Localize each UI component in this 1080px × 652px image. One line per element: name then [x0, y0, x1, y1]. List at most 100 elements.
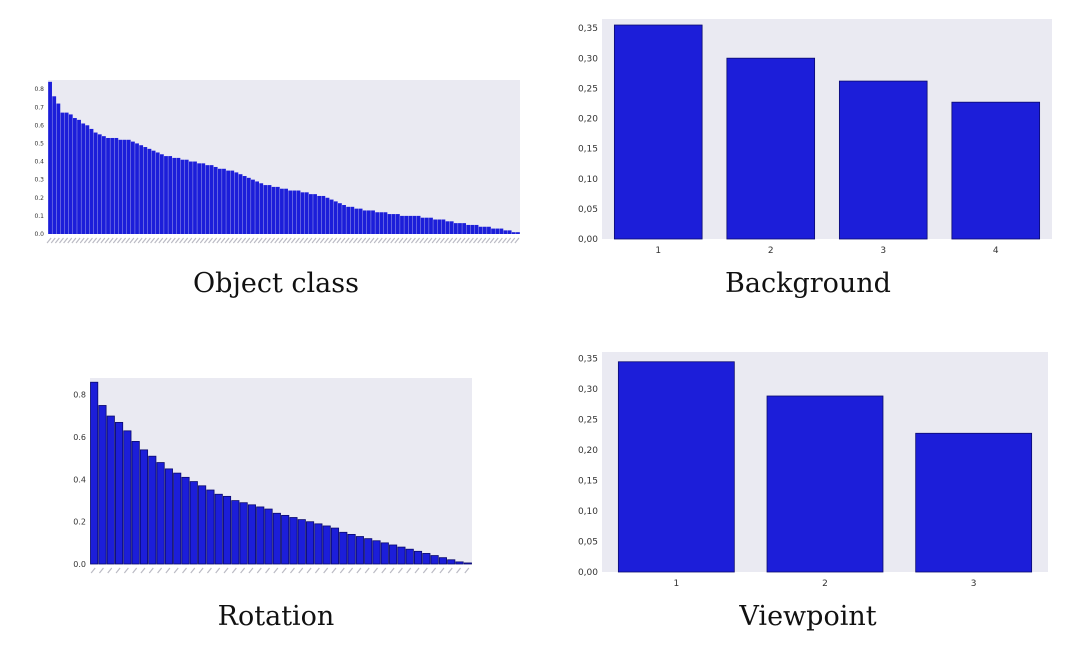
x-tick-mark	[282, 237, 288, 244]
x-tick-mark	[59, 237, 64, 244]
x-tick-mark	[198, 567, 204, 574]
bar	[309, 194, 313, 234]
x-tick-label: 1	[673, 579, 679, 589]
bar	[115, 421, 124, 565]
bar	[503, 230, 508, 234]
x-tick-mark	[278, 237, 284, 244]
x-tick-mark	[493, 237, 499, 244]
x-tick-mark	[174, 237, 180, 244]
bar	[482, 226, 487, 234]
y-tick-label: 0.0	[73, 560, 86, 569]
bar	[205, 165, 210, 234]
bar	[383, 212, 388, 234]
bar	[110, 137, 115, 234]
object-class-caption: Object class	[193, 268, 359, 299]
bar	[306, 521, 315, 565]
y-tick-label: 0.4	[73, 475, 86, 484]
x-tick-mark	[369, 237, 375, 244]
x-tick-mark	[231, 567, 237, 574]
x-tick-mark	[100, 237, 106, 244]
x-tick-mark	[265, 567, 271, 574]
bar	[422, 553, 431, 565]
bar	[380, 542, 389, 565]
x-tick-mark	[286, 237, 292, 244]
bar	[362, 210, 367, 234]
y-tick-label: 0.5	[34, 141, 44, 148]
x-tick-mark	[464, 567, 470, 574]
y-tick-label: 0.2	[34, 195, 44, 202]
x-tick-mark	[241, 237, 247, 244]
bar	[387, 214, 392, 234]
bar	[234, 172, 239, 234]
bar	[321, 195, 326, 234]
x-tick-mark	[199, 237, 205, 244]
y-tick-label: 0,10	[578, 507, 598, 517]
bar	[329, 199, 334, 234]
background-chart: 0,00 0,05 0,10 0,15 0,20 0,25 0,30 0,35 1 2 3 4	[560, 15, 1055, 263]
bar	[135, 143, 139, 234]
bar	[255, 181, 259, 234]
bar	[139, 449, 149, 565]
x-tick-mark	[133, 237, 139, 244]
x-tick-mark	[290, 237, 296, 244]
x-tick-mark	[328, 237, 334, 244]
bar	[77, 119, 81, 234]
y-tick-label: 0,15	[578, 476, 598, 486]
y-tick-label: 0,25	[578, 84, 598, 94]
x-tick-mark	[481, 237, 487, 244]
bar	[322, 525, 331, 565]
bar	[159, 154, 164, 234]
bar	[197, 163, 202, 234]
y-tick-label: 0,15	[578, 145, 598, 155]
x-tick-mark	[203, 237, 209, 244]
x-tick-mark	[173, 567, 179, 574]
x-tick-mark	[423, 237, 429, 244]
rotation-chart: 0.0 0.2 0.4 0.6 0.8	[62, 376, 482, 582]
x-tick-mark	[253, 237, 259, 244]
bar	[726, 57, 816, 240]
bar	[364, 538, 373, 565]
bar	[405, 548, 414, 565]
bar	[372, 540, 381, 565]
bar	[516, 232, 520, 234]
x-tick-mark	[415, 237, 421, 244]
x-tick-mark	[54, 237, 60, 244]
x-tick-mark	[394, 237, 400, 244]
background-plot: 0,00 0,05 0,10 0,15 0,20 0,25 0,30 0,35 1 2 3 4	[578, 19, 1052, 256]
bar	[148, 455, 157, 565]
x-tick-label: 2	[822, 579, 828, 589]
bar	[90, 381, 99, 565]
x-tick-mark	[179, 237, 185, 244]
x-tick-mark	[154, 237, 160, 244]
bar	[458, 223, 462, 234]
bar	[462, 223, 467, 234]
bar	[495, 228, 500, 234]
x-tick-mark	[195, 237, 201, 244]
x-tick-mark	[473, 237, 478, 244]
x-tick-mark	[115, 567, 121, 574]
bar	[455, 561, 464, 565]
bar	[397, 546, 406, 565]
bar	[275, 186, 280, 234]
bar	[68, 114, 73, 234]
x-tick-mark	[88, 237, 93, 244]
x-tick-mark	[489, 237, 495, 244]
bar	[379, 212, 384, 234]
y-tick-label: 0,05	[578, 205, 598, 215]
bar	[288, 190, 293, 234]
bar	[438, 557, 447, 565]
bar	[838, 80, 928, 240]
x-tick-label: 1	[655, 246, 661, 256]
bar	[52, 96, 57, 234]
bar	[172, 157, 177, 234]
x-tick-mark	[46, 237, 52, 244]
x-tick-mark	[439, 237, 445, 244]
bar	[193, 161, 197, 234]
x-tick-mark	[266, 237, 271, 244]
bar	[915, 432, 1033, 573]
x-tick-mark	[98, 567, 104, 574]
bar	[358, 208, 363, 234]
bar	[242, 176, 247, 234]
x-tick-mark	[75, 237, 81, 244]
x-tick-mark	[299, 237, 305, 244]
